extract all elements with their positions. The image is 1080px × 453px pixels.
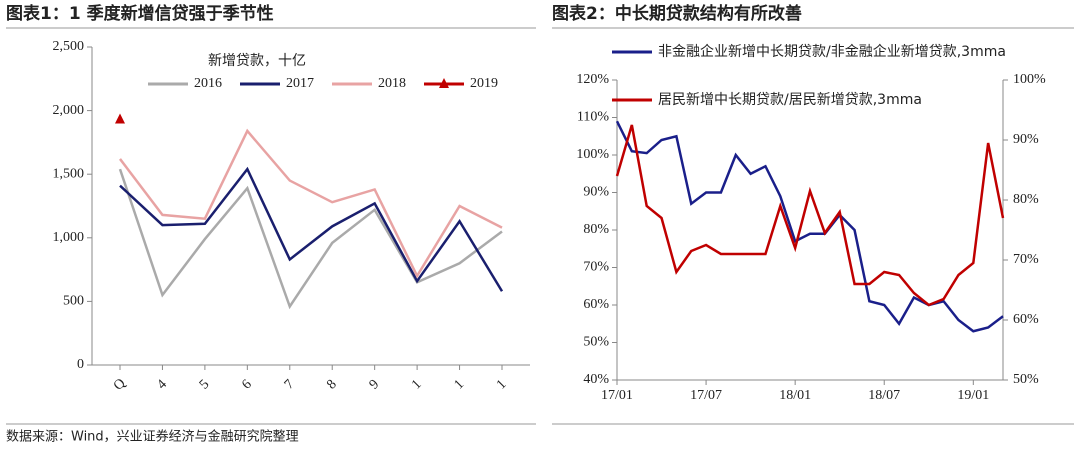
y-tick-label: 60% xyxy=(583,297,609,312)
y-tick-label: 1,000 xyxy=(53,230,85,245)
x-tick-label: 8 xyxy=(324,377,340,393)
series-line xyxy=(119,166,504,292)
x-tick-label: 6 xyxy=(239,377,255,393)
x-tick-label: 4 xyxy=(154,377,170,393)
y2-tick-label: 50% xyxy=(1013,372,1039,387)
x-tick-label: Q xyxy=(111,376,129,394)
y-tick-label: 120% xyxy=(576,72,609,87)
x-tick-label: 5 xyxy=(197,377,213,393)
y-tick-label: 2,500 xyxy=(53,39,85,54)
legend-marker xyxy=(439,78,449,88)
y2-tick-label: 100% xyxy=(1013,72,1046,87)
legend-label: 2018 xyxy=(378,76,406,91)
y-tick-label: 100% xyxy=(576,147,609,162)
y2-tick-label: 80% xyxy=(1013,192,1039,207)
y2-tick-label: 60% xyxy=(1013,312,1039,327)
x-tick-label: 9 xyxy=(367,377,383,393)
y-tick-label: 2,000 xyxy=(53,103,85,118)
legend-title: 新增贷款，十亿 xyxy=(208,53,306,69)
series-line xyxy=(119,128,503,279)
series-line xyxy=(615,124,1005,307)
x-tick-label: 1 xyxy=(494,377,510,393)
legend-label: 非金融企业新增中长期贷款/非金融企业新增贷款,3mma xyxy=(658,43,1006,60)
y-tick-label: 500 xyxy=(63,294,84,309)
legend-label: 2019 xyxy=(470,76,498,91)
series-line xyxy=(118,168,503,310)
legend-label: 2016 xyxy=(194,76,222,91)
x-tick-label: 18/01 xyxy=(779,388,811,403)
y-tick-label: 80% xyxy=(583,222,609,237)
marker xyxy=(115,113,125,124)
x-tick-label: 1 xyxy=(452,377,468,393)
legend-label: 居民新增中长期贷款/居民新增贷款,3mma xyxy=(658,92,922,108)
y-tick-label: 40% xyxy=(583,372,609,387)
y-tick-label: 0 xyxy=(77,357,84,372)
x-tick-label: 7 xyxy=(282,377,298,393)
series-line xyxy=(615,120,1004,333)
y-tick-label: 70% xyxy=(583,260,609,275)
x-tick-label: 17/07 xyxy=(690,388,722,403)
legend-label: 2017 xyxy=(286,76,314,91)
y2-tick-label: 70% xyxy=(1013,252,1039,267)
chart-title: 图表2：中长期贷款结构有所改善 xyxy=(552,3,802,24)
chart-title: 图表1：1 季度新增信贷强于季节性 xyxy=(6,3,274,24)
y-tick-label: 110% xyxy=(577,110,609,125)
source-note: 数据来源：Wind，兴业证券经济与金融研究院整理 xyxy=(6,429,299,445)
y-tick-label: 50% xyxy=(583,335,609,350)
y-tick-label: 90% xyxy=(583,185,609,200)
x-tick-label: 17/01 xyxy=(601,388,633,403)
x-tick-label: 19/01 xyxy=(957,388,989,403)
y2-tick-label: 90% xyxy=(1013,132,1039,147)
y-tick-label: 1,500 xyxy=(53,166,85,181)
x-tick-label: 1 xyxy=(409,377,425,393)
x-tick-label: 18/07 xyxy=(868,388,900,403)
